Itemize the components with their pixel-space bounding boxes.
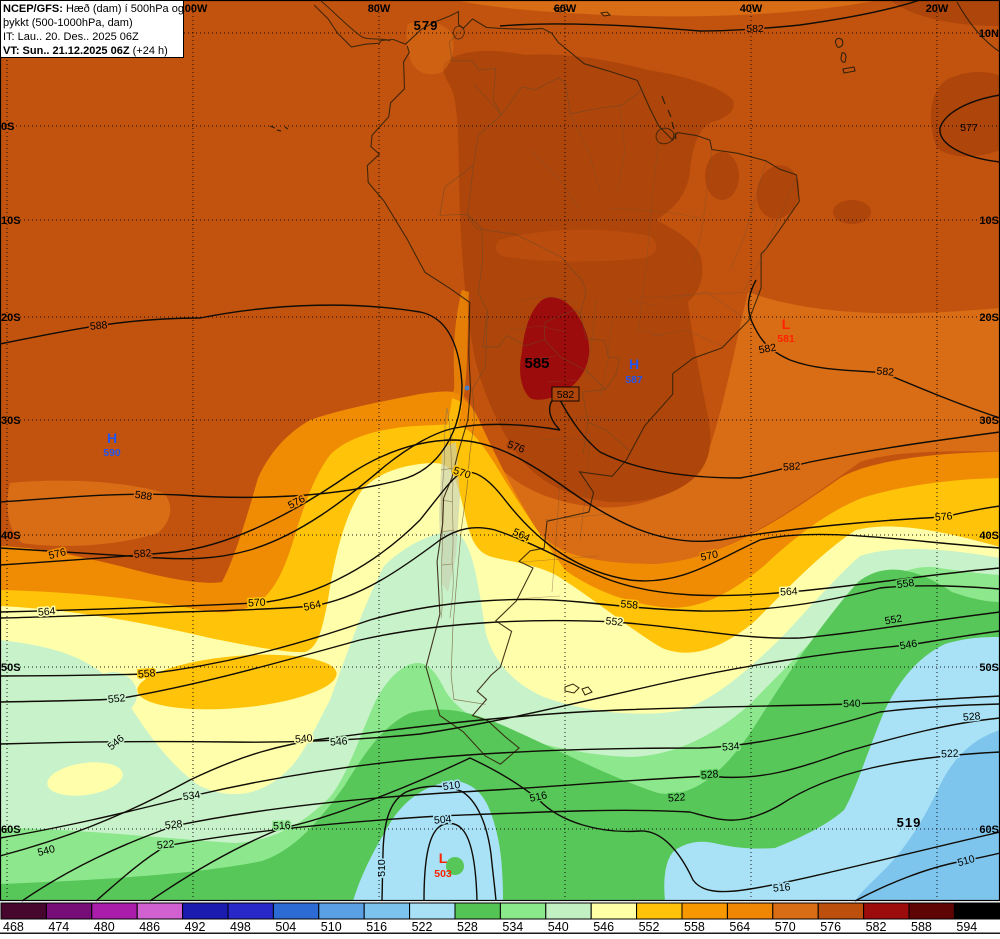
svg-text:534: 534: [502, 920, 523, 934]
svg-text:522: 522: [941, 748, 959, 761]
svg-text:492: 492: [185, 920, 206, 934]
svg-text:480: 480: [94, 920, 115, 934]
svg-text:522: 522: [667, 791, 686, 804]
svg-text:558: 558: [620, 598, 639, 611]
svg-text:540: 540: [36, 843, 56, 859]
svg-text:510: 510: [376, 859, 388, 877]
svg-text:H: H: [107, 430, 117, 446]
svg-text:546: 546: [330, 735, 348, 748]
svg-text:570: 570: [775, 920, 796, 934]
svg-text:40S: 40S: [979, 530, 999, 542]
svg-text:570: 570: [248, 597, 266, 610]
svg-text:516: 516: [529, 789, 549, 804]
svg-text:534: 534: [722, 740, 740, 753]
svg-text:582: 582: [783, 460, 801, 473]
svg-text:594: 594: [956, 920, 977, 934]
svg-text:540: 540: [548, 920, 569, 934]
svg-text:468: 468: [3, 920, 24, 934]
svg-text:581: 581: [777, 333, 795, 345]
svg-text:80W: 80W: [368, 3, 391, 15]
svg-text:582: 582: [876, 365, 895, 378]
svg-text:540: 540: [295, 732, 313, 745]
svg-text:20W: 20W: [926, 3, 949, 15]
svg-text:552: 552: [107, 692, 126, 706]
svg-text:587: 587: [625, 374, 643, 386]
svg-text:588: 588: [89, 319, 108, 333]
svg-text:522: 522: [412, 920, 433, 934]
svg-text:585: 585: [524, 355, 549, 372]
svg-text:582: 582: [557, 389, 575, 401]
svg-text:519: 519: [897, 815, 922, 830]
svg-text:579: 579: [414, 18, 439, 33]
svg-text:474: 474: [48, 920, 69, 934]
svg-text:588: 588: [911, 920, 932, 934]
svg-text:10S: 10S: [979, 215, 999, 227]
svg-text:486: 486: [139, 920, 160, 934]
svg-text:60W: 60W: [554, 3, 577, 15]
svg-text:570: 570: [700, 548, 720, 563]
svg-text:552: 552: [639, 920, 660, 934]
svg-text:IT: Lau.. 20. Des.. 2025 06Z: IT: Lau.. 20. Des.. 2025 06Z: [3, 31, 139, 43]
svg-text:564: 564: [37, 605, 56, 618]
svg-text:20S: 20S: [979, 312, 999, 324]
svg-text:NCEP/GFS: Hæð (dam) í 500hPa o: NCEP/GFS: Hæð (dam) í 500hPa og: [3, 3, 184, 15]
svg-text:VT: Sun.. 21.12.2025 06Z (+24: VT: Sun.. 21.12.2025 06Z (+24 h): [3, 45, 168, 57]
svg-text:10N: 10N: [979, 28, 999, 40]
svg-text:10S: 10S: [1, 215, 21, 227]
svg-text:30S: 30S: [1, 415, 21, 427]
svg-text:588: 588: [134, 489, 153, 503]
svg-text:564: 564: [729, 920, 750, 934]
svg-text:528: 528: [164, 818, 183, 832]
svg-text:590: 590: [103, 447, 121, 459]
svg-text:504: 504: [433, 813, 452, 826]
svg-text:582: 582: [133, 547, 152, 561]
svg-text:503: 503: [434, 868, 452, 880]
svg-text:582: 582: [866, 920, 887, 934]
svg-text:558: 558: [896, 577, 915, 591]
svg-text:576: 576: [934, 510, 953, 523]
svg-text:528: 528: [700, 768, 719, 781]
svg-text:540: 540: [843, 698, 861, 711]
svg-text:576: 576: [47, 546, 67, 562]
svg-text:528: 528: [962, 710, 981, 723]
svg-text:0S: 0S: [1, 121, 14, 133]
svg-text:546: 546: [899, 638, 918, 653]
svg-text:60S: 60S: [979, 824, 999, 836]
svg-text:558: 558: [137, 667, 156, 680]
svg-text:50S: 50S: [1, 662, 21, 674]
svg-text:498: 498: [230, 920, 251, 934]
svg-text:H: H: [629, 356, 639, 372]
svg-text:528: 528: [457, 920, 478, 934]
svg-text:564: 564: [780, 586, 798, 599]
svg-text:516: 516: [366, 920, 387, 934]
svg-text:504: 504: [275, 920, 296, 934]
svg-text:564: 564: [303, 598, 323, 613]
svg-text:582: 582: [758, 342, 777, 357]
svg-text:40S: 40S: [1, 530, 21, 542]
svg-text:552: 552: [605, 615, 624, 629]
svg-text:534: 534: [182, 789, 201, 803]
svg-text:510: 510: [442, 779, 461, 793]
svg-text:516: 516: [273, 820, 291, 833]
svg-text:50S: 50S: [979, 662, 999, 674]
svg-text:20S: 20S: [1, 312, 21, 324]
svg-text:552: 552: [884, 613, 903, 628]
svg-text:40W: 40W: [740, 3, 763, 15]
svg-text:510: 510: [321, 920, 342, 934]
svg-text:522: 522: [156, 838, 175, 852]
svg-text:576: 576: [820, 920, 841, 934]
svg-text:546: 546: [593, 920, 614, 934]
svg-text:60S: 60S: [1, 824, 21, 836]
svg-text:516: 516: [772, 881, 791, 894]
svg-text:L: L: [782, 316, 791, 332]
svg-text:577: 577: [960, 122, 978, 134]
svg-text:100W: 100W: [179, 3, 208, 15]
svg-text:558: 558: [684, 920, 705, 934]
svg-text:L: L: [439, 850, 448, 866]
svg-text:30S: 30S: [979, 415, 999, 427]
svg-text:þykkt (500-1000hPa, dam): þykkt (500-1000hPa, dam): [3, 17, 133, 29]
